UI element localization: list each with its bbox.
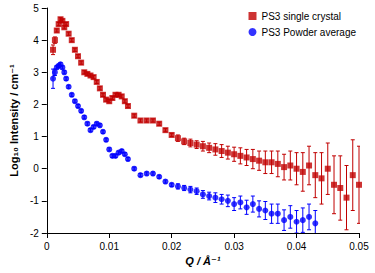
svg-text:PS3 Powder average: PS3 Powder average bbox=[261, 27, 356, 38]
svg-text:2: 2 bbox=[33, 99, 39, 110]
svg-text:1: 1 bbox=[33, 131, 39, 142]
svg-text:-1: -1 bbox=[30, 195, 39, 206]
svg-text:0.02: 0.02 bbox=[162, 241, 182, 252]
svg-text:4: 4 bbox=[33, 35, 39, 46]
svg-text:Log₁₀ Intensity / cm⁻¹: Log₁₀ Intensity / cm⁻¹ bbox=[8, 64, 20, 177]
svg-text:0.01: 0.01 bbox=[99, 241, 119, 252]
svg-text:Q / Å⁻¹: Q / Å⁻¹ bbox=[185, 255, 220, 267]
svg-text:-2: -2 bbox=[30, 228, 39, 239]
svg-text:0.05: 0.05 bbox=[349, 241, 369, 252]
svg-text:PS3 single crystal: PS3 single crystal bbox=[261, 11, 340, 22]
svg-text:0.03: 0.03 bbox=[224, 241, 244, 252]
svg-text:0: 0 bbox=[44, 241, 50, 252]
svg-text:5: 5 bbox=[33, 3, 39, 14]
svg-text:0.04: 0.04 bbox=[287, 241, 307, 252]
svg-text:3: 3 bbox=[33, 67, 39, 78]
svg-text:0: 0 bbox=[33, 163, 39, 174]
